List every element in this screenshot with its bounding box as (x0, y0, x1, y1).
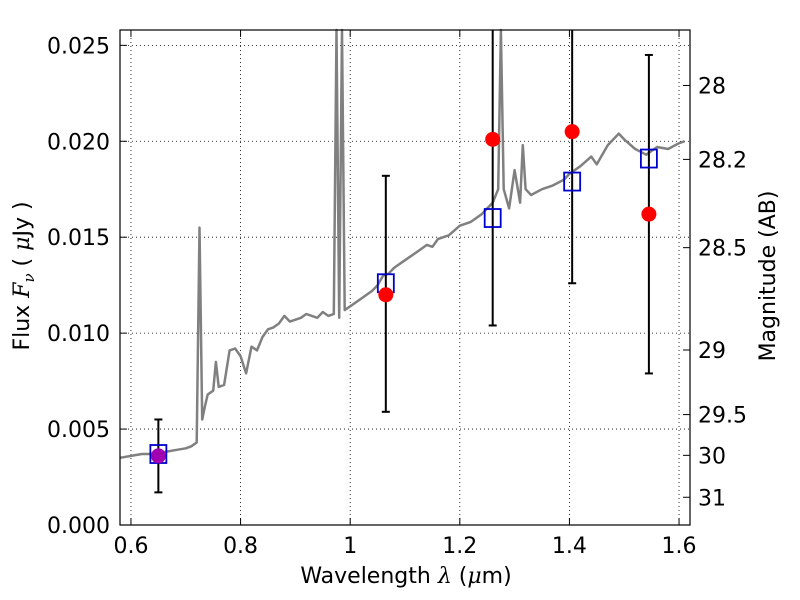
observed-point-2 (485, 131, 501, 147)
observed-circle-series (150, 124, 657, 464)
x-tick-label-3: 1.2 (442, 534, 477, 559)
model-spectrum-line (119, 28, 685, 460)
x-tick-label-2: 1 (343, 534, 357, 559)
x-tick-label-0: 0.6 (113, 534, 148, 559)
x-tick-label-4: 1.4 (552, 534, 587, 559)
x-tick-label-5: 1.6 (662, 534, 697, 559)
observed-point-0 (150, 448, 166, 464)
x-axis-ticks: 0.6 0.8 1 1.2 1.4 1.6 (113, 30, 697, 559)
y-tick-label-1: 0.005 (47, 418, 110, 443)
errorbar-series (154, 30, 653, 494)
model-spectrum-series (119, 28, 685, 460)
y-axis-title: Flux Fν ( μJy ) (10, 201, 38, 350)
y2-tick-label-4: 29.5 (698, 404, 747, 429)
band-square-series (149, 148, 658, 464)
plot-frame (119, 29, 691, 526)
observed-point-3 (564, 124, 580, 140)
grid-lines (120, 30, 690, 525)
y2-tick-label-1: 28.2 (698, 148, 747, 173)
y2-tick-label-2: 28.5 (698, 237, 747, 262)
y2-tick-label-3: 29 (698, 339, 726, 364)
band-square-2 (483, 208, 502, 228)
x-axis-title: Wavelength λ (μm) (300, 564, 511, 589)
y2-tick-label-0: 28 (698, 74, 726, 99)
y-tick-label-5: 0.025 (47, 34, 110, 59)
band-square-3 (563, 171, 582, 192)
y2-tick-label-6: 31 (698, 486, 726, 511)
y-tick-label-2: 0.010 (47, 322, 110, 347)
observed-point-4 (641, 206, 657, 222)
band-square-4 (639, 148, 658, 169)
y-tick-label-4: 0.020 (47, 130, 110, 155)
y2-axis-title: Magnitude (AB) (756, 191, 781, 362)
y2-axis-ticks: 28 28.2 28.5 29 29.5 30 31 (683, 74, 747, 511)
y-tick-label-3: 0.015 (47, 226, 110, 251)
y-axis-ticks: 0.000 0.005 0.010 0.015 0.020 0.025 (47, 34, 127, 539)
y2-tick-label-5: 30 (698, 444, 726, 469)
x-tick-label-1: 0.8 (223, 534, 258, 559)
y-tick-label-0: 0.000 (47, 514, 110, 539)
observed-point-1 (378, 287, 394, 303)
